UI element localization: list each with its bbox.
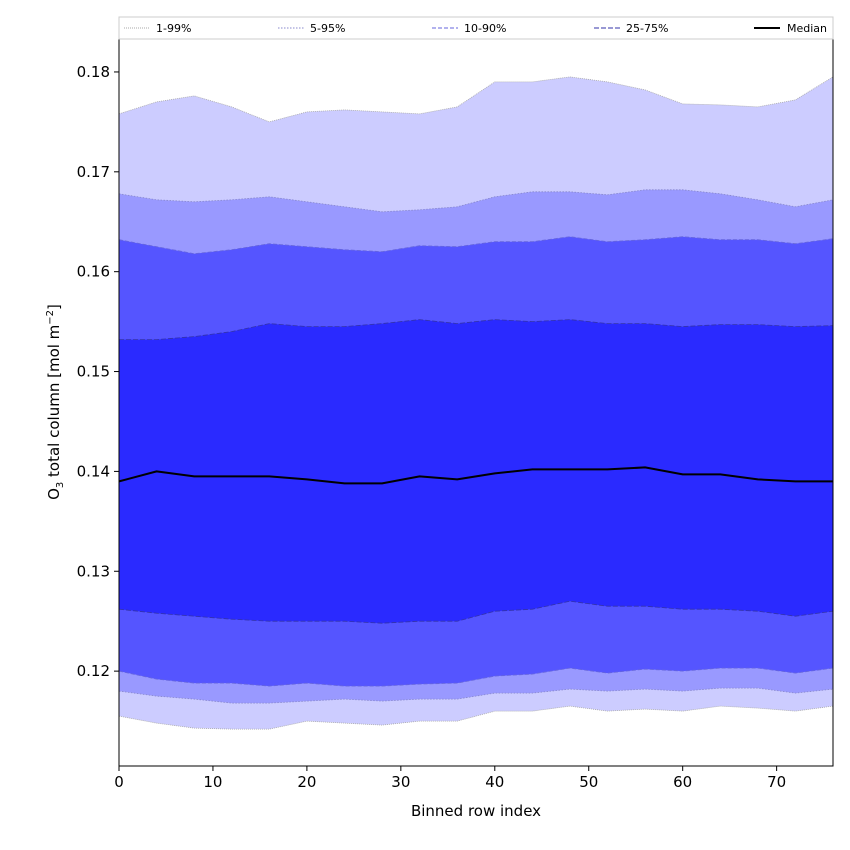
- legend-label: 10-90%: [464, 22, 506, 35]
- y-tick-label: 0.13: [77, 562, 110, 580]
- band-10-90-upper-line: [118, 236, 834, 255]
- x-tick-label: 10: [203, 773, 222, 791]
- band-5-95-lower-line: [118, 687, 834, 704]
- legend-frame: [118, 16, 834, 40]
- band-25-75-lower-line: [118, 600, 834, 624]
- y-tick-label: 0.12: [77, 662, 110, 680]
- plot-area: [118, 76, 834, 730]
- x-tick-label: 30: [391, 773, 410, 791]
- x-tick-label: 70: [767, 773, 786, 791]
- band-25-75-fill: [119, 319, 833, 624]
- axis-ticks: 0 10 20 30 40 50 60 70 0.12 0.13 0.14 0.15 0.16 0.17 0…: [77, 63, 787, 791]
- x-tick-label: 0: [114, 773, 124, 791]
- legend-label: Median: [787, 22, 827, 35]
- legend-label: 1-99%: [156, 22, 191, 35]
- band-10-90-lower-line: [118, 667, 834, 687]
- x-tick-label: 20: [297, 773, 316, 791]
- y-tick-label: 0.14: [77, 462, 110, 480]
- legend-label: 25-75%: [626, 22, 668, 35]
- x-tick-label: 50: [579, 773, 598, 791]
- median-line: [118, 466, 833, 485]
- legend: 1-99% 5-95% 10-90% 25-75% Median: [118, 16, 834, 40]
- y-axis-label: O3 total column [mol m−2]: [45, 304, 66, 500]
- x-tick-label: 60: [673, 773, 692, 791]
- y-tick-label: 0.17: [77, 163, 110, 181]
- y-tick-label: 0.18: [77, 63, 110, 81]
- y-tick-label: 0.16: [77, 263, 110, 281]
- x-tick-label: 40: [485, 773, 504, 791]
- y-tick-label: 0.15: [77, 363, 110, 381]
- x-axis-label: Binned row index: [411, 802, 541, 820]
- band-25-75-upper-line: [119, 319, 834, 341]
- legend-label: 5-95%: [310, 22, 345, 35]
